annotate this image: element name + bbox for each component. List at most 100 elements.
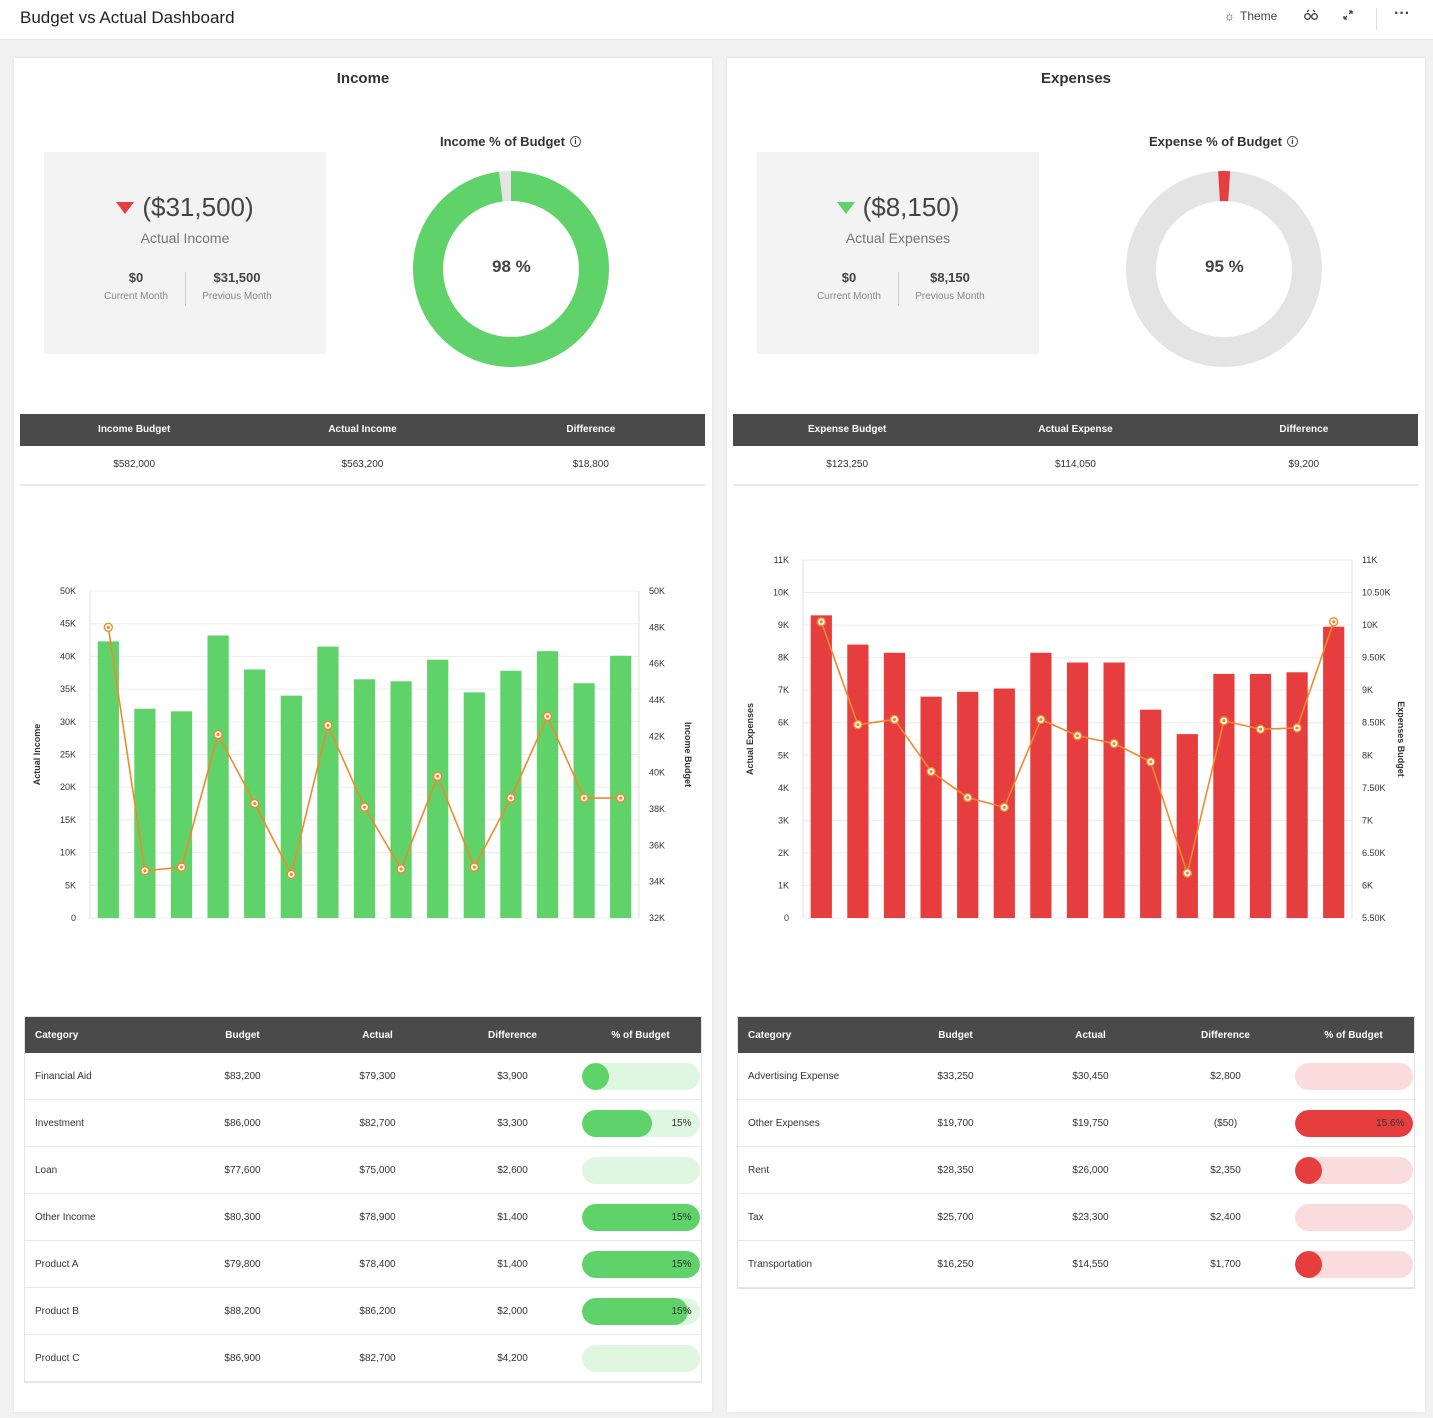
summary-value: $114,050 [1055,459,1096,470]
income-donut-title: Income % of Budget i [440,134,581,149]
cell-budget: $86,900 [224,1352,261,1364]
column-header[interactable]: Actual [362,1029,393,1041]
summary-header: Income Budget [98,424,171,435]
income-panel: Income ($31,500) Actual Income $0 Curren… [14,58,712,1412]
column-header[interactable]: Budget [938,1029,973,1041]
y2-tick-label: 9K [1362,685,1373,695]
income-previous-value: $31,500 [213,270,261,285]
cell-category: Product C [35,1352,80,1364]
percent-bar [581,1156,700,1184]
expenses-panel: Expenses ($8,150) Actual Expenses $0 Cur… [727,58,1425,1412]
bar [957,691,979,918]
expenses-summary-table: Expense Budget Actual Expense Difference… [733,414,1418,486]
income-summary-table: Income Budget Actual Income Difference $… [20,414,705,486]
income-category-table: Category Budget Actual Difference % of Budge… [24,1016,702,1383]
y2-tick-label: 48K [649,622,665,632]
column-header[interactable]: Budget [225,1029,260,1041]
percent-bar-fill [581,1062,609,1090]
line-point-core [966,795,970,800]
table-row[interactable]: Product C $86,900 $82,700 $4,200 [25,1335,701,1382]
bar [244,669,266,918]
table-row[interactable]: Product A $79,800 $78,400 $1,400 15% [25,1241,701,1288]
table-row[interactable]: Other Expenses $19,700 $19,750 ($50) 15.6% [738,1100,1414,1147]
y2-tick-label: 7.50K [1362,783,1386,793]
y2-tick-label: 8K [1362,750,1373,760]
y2-tick-label: 38K [649,804,665,814]
kpi-divider [185,272,186,306]
table-row[interactable]: Advertising Expense $33,250 $30,450 $2,800 [738,1053,1414,1100]
percent-bar: 15% [581,1250,700,1278]
theme-button[interactable]: ☼ Theme [1224,9,1277,23]
percent-bar-fill [581,1250,700,1278]
line-point-core [399,867,403,871]
table-row[interactable]: Rent $28,350 $26,000 $2,350 [738,1147,1414,1194]
line-point-core [472,865,476,869]
percent-bar: 15% [581,1109,700,1137]
y-tick-label: 25K [60,750,76,760]
trend-down-icon [116,201,135,214]
table-row[interactable]: Loan $77,600 $75,000 $2,600 [25,1147,701,1194]
binoculars-button[interactable] [1304,9,1318,21]
bar [810,615,832,918]
y-tick-label: 40K [60,651,76,661]
y-tick-label: 7K [778,685,789,695]
cell-actual: $26,000 [1072,1164,1109,1176]
line-point-core [106,625,110,629]
y2-tick-label: 34K [649,877,665,887]
line-point-core [289,872,293,876]
cell-budget: $33,250 [937,1070,974,1082]
percent-label: 15% [671,1305,692,1317]
percent-bar [581,1062,700,1090]
cell-category: Product A [35,1258,79,1270]
line-point-core [143,869,147,873]
y2-tick-label: 40K [649,768,665,778]
column-header[interactable]: % of Budget [1324,1029,1383,1041]
y-tick-label: 3K [778,815,789,825]
y-tick-label: 9K [778,620,789,630]
expand-button[interactable] [1342,9,1354,21]
more-button[interactable]: ··· [1394,5,1410,23]
cell-category: Financial Aid [35,1070,92,1082]
bar [1323,626,1345,918]
cell-actual: $78,900 [359,1211,396,1223]
column-header[interactable]: % of Budget [611,1029,670,1041]
line-point-core [856,723,860,727]
income-donut-label: 98 % [492,257,531,276]
y-tick-label: 20K [60,782,76,792]
table-row[interactable]: Transportation $16,250 $14,550 $1,700 [738,1241,1414,1288]
table-row[interactable]: Other Income $80,300 $78,900 $1,400 15% [25,1194,701,1241]
expenses-donut-title-text: Expense % of Budget [1149,134,1282,149]
percent-label: 15.6% [1376,1117,1405,1129]
y-tick-label: 2K [778,848,789,858]
bar [1249,673,1272,918]
bar [1030,652,1052,918]
line-point-core [1149,760,1153,764]
info-icon[interactable]: i [569,136,581,147]
column-header[interactable]: Category [35,1029,79,1041]
cell-actual: $79,300 [359,1070,396,1082]
cell-actual: $19,750 [1072,1117,1109,1129]
table-row[interactable]: Financial Aid $83,200 $79,300 $3,900 [25,1053,701,1100]
bar [883,652,906,918]
table-row[interactable]: Product B $88,200 $86,200 $2,000 15% [25,1288,701,1335]
expenses-previous-label: Previous Month [915,291,985,302]
cell-difference: $1,400 [497,1211,528,1223]
column-header[interactable]: Category [748,1029,792,1041]
table-row[interactable]: Tax $25,700 $23,300 $2,400 [738,1194,1414,1241]
y2-tick-label: 11K [1362,555,1377,565]
expenses-kpi-caption: Actual Expenses [845,230,951,246]
column-header[interactable]: Difference [1201,1029,1250,1041]
line-point-core [362,805,367,809]
y-tick-label: 10K [773,588,789,598]
percent-bar [581,1344,700,1372]
table-row[interactable]: Investment $86,000 $82,700 $3,300 15% [25,1100,701,1147]
percent-bar-fill [581,1203,700,1231]
summary-header: Actual Income [328,424,397,435]
column-header[interactable]: Actual [1075,1029,1106,1041]
cell-difference: $3,900 [497,1070,528,1082]
app-title: Budget vs Actual Dashboard [20,8,235,27]
cell-budget: $19,700 [937,1117,974,1129]
income-title: Income [336,70,390,87]
column-header[interactable]: Difference [488,1029,537,1041]
info-icon[interactable]: i [1286,136,1298,147]
